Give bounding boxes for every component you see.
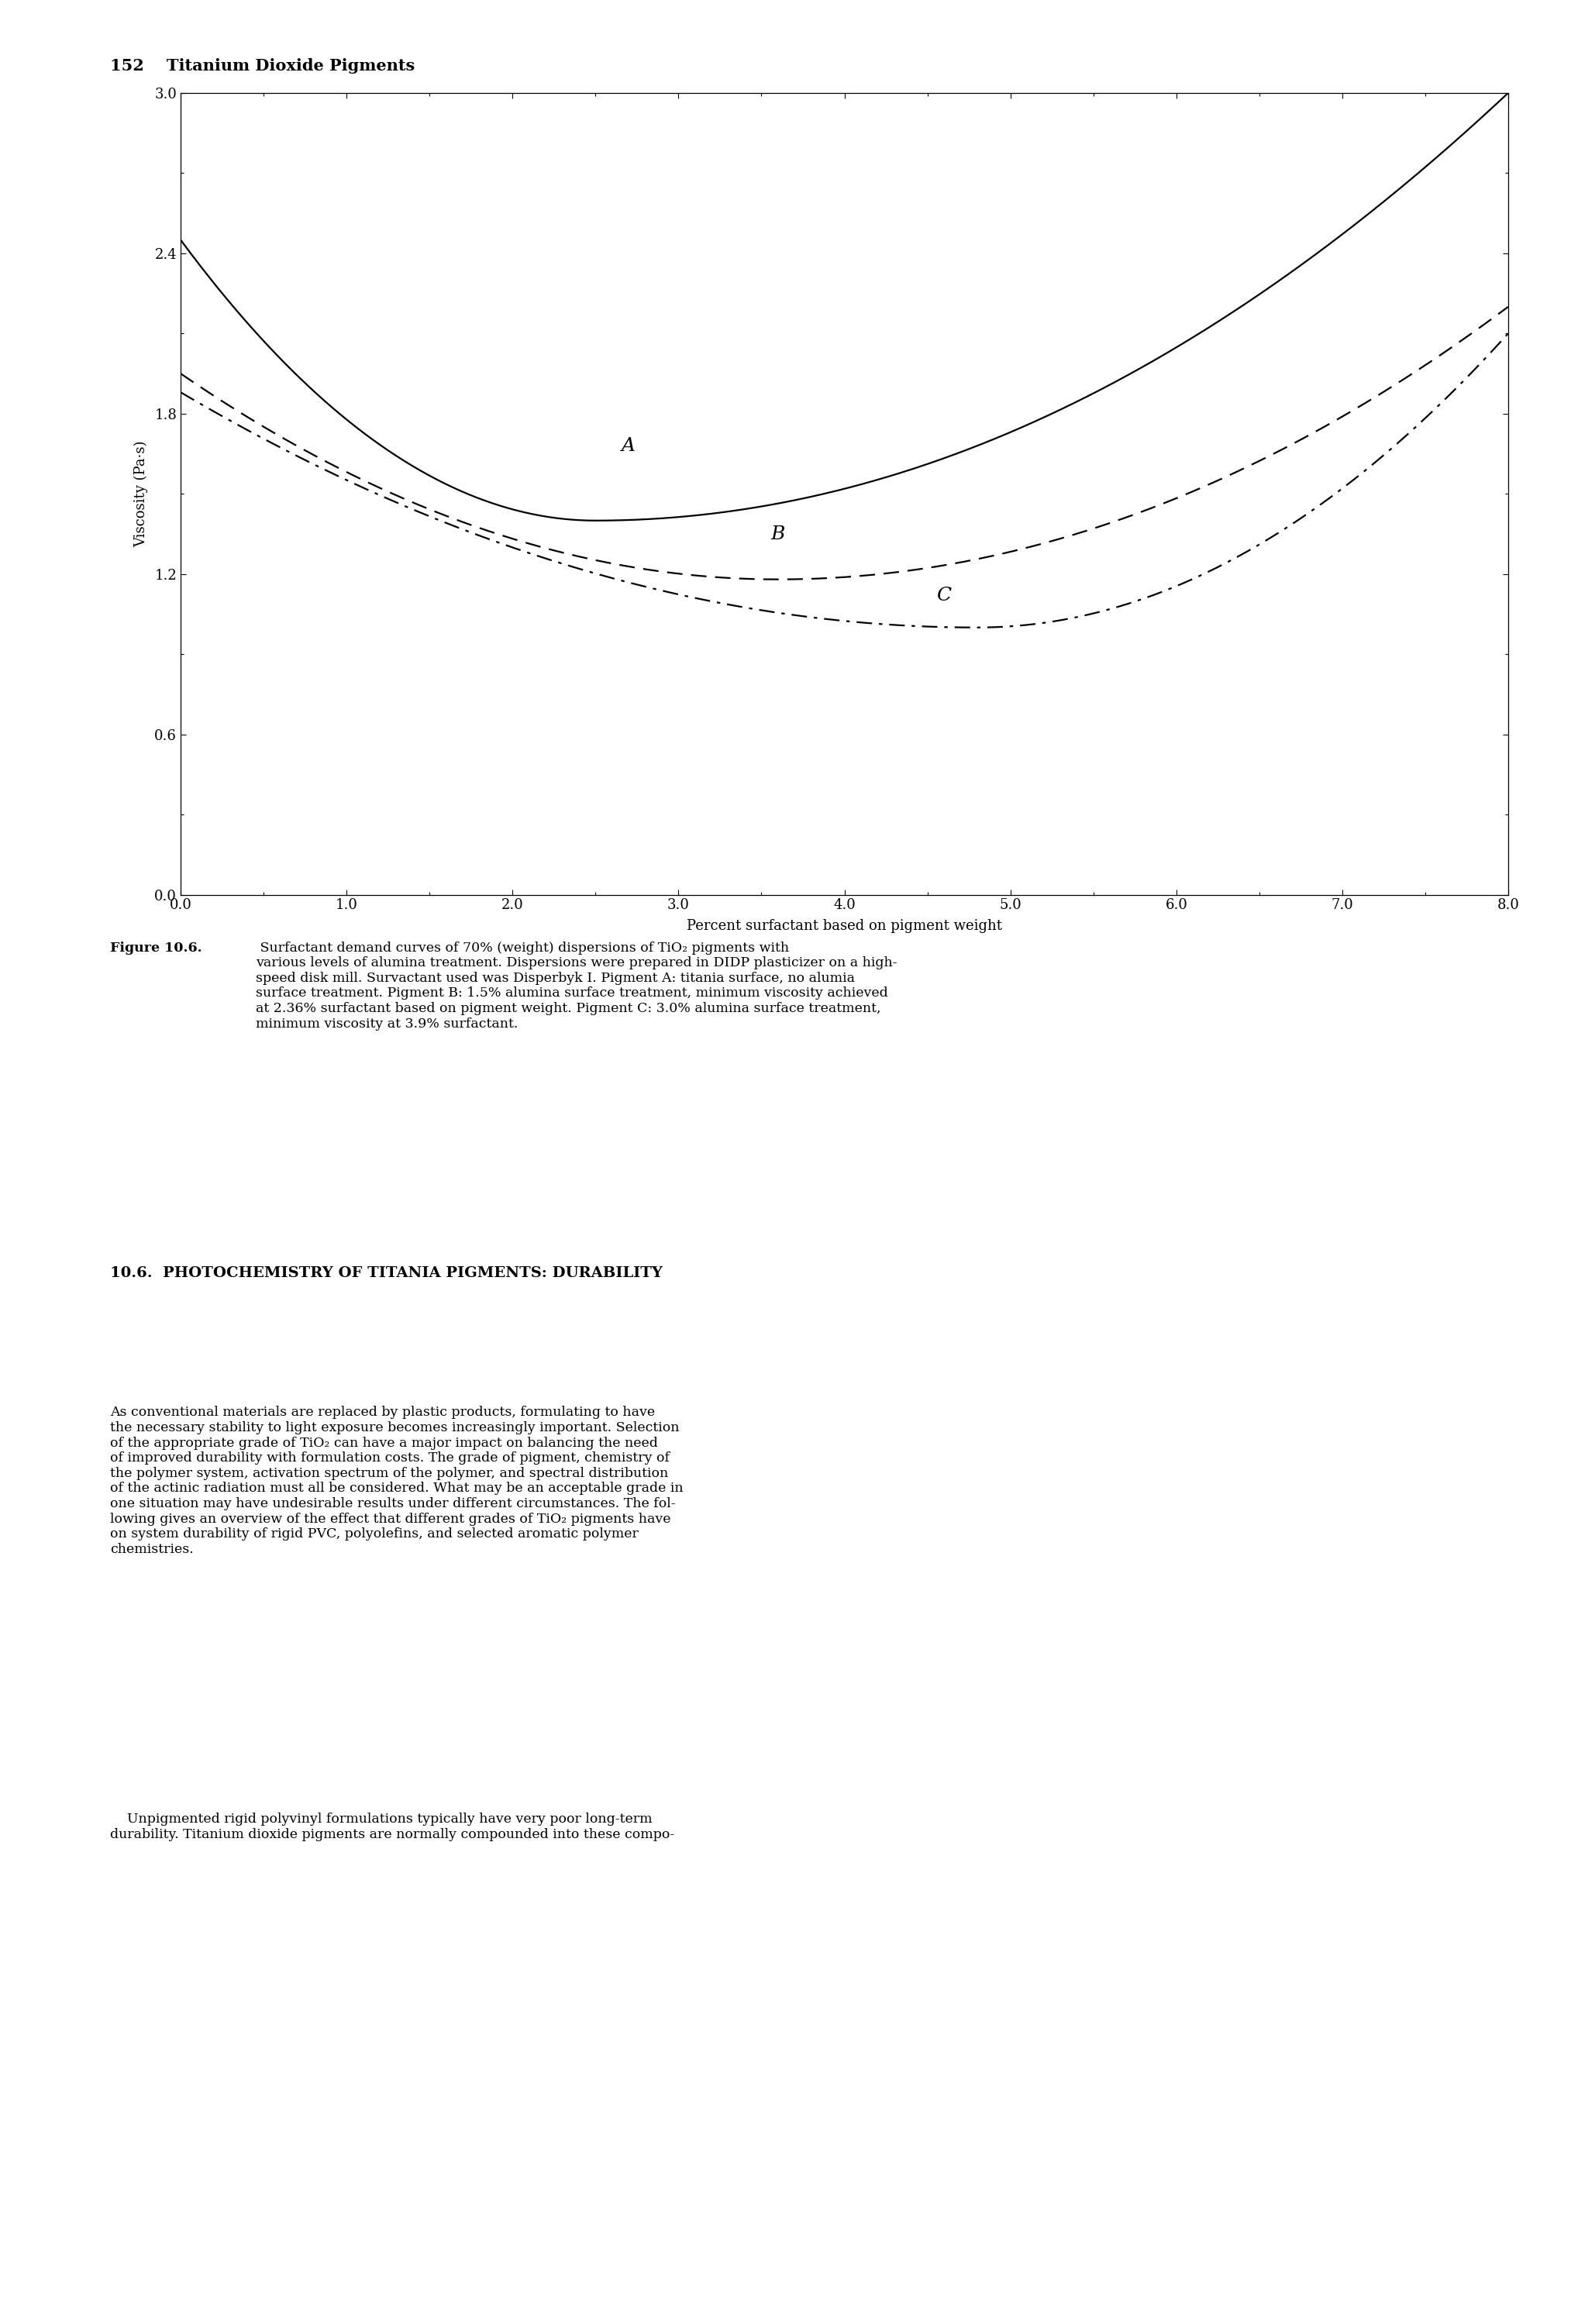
Text: 152    Titanium Dioxide Pigments: 152 Titanium Dioxide Pigments <box>110 58 415 74</box>
Text: Surfactant demand curves of 70% (weight) dispersions of TiO₂ pigments with
vario: Surfactant demand curves of 70% (weight)… <box>256 941 897 1030</box>
Text: Unpigmented rigid polyvinyl formulations typically have very poor long-term
dura: Unpigmented rigid polyvinyl formulations… <box>110 1813 674 1841</box>
Text: C: C <box>936 586 952 604</box>
Text: B: B <box>771 525 786 544</box>
Y-axis label: Viscosity (Pa·s): Viscosity (Pa·s) <box>134 442 148 546</box>
Text: As conventional materials are replaced by plastic products, formulating to have
: As conventional materials are replaced b… <box>110 1406 683 1555</box>
Text: Figure 10.6.: Figure 10.6. <box>110 941 203 955</box>
Text: A: A <box>622 437 636 456</box>
Text: 10.6.  PHOTOCHEMISTRY OF TITANIA PIGMENTS: DURABILITY: 10.6. PHOTOCHEMISTRY OF TITANIA PIGMENTS… <box>110 1267 663 1281</box>
X-axis label: Percent surfactant based on pigment weight: Percent surfactant based on pigment weig… <box>687 918 1002 932</box>
